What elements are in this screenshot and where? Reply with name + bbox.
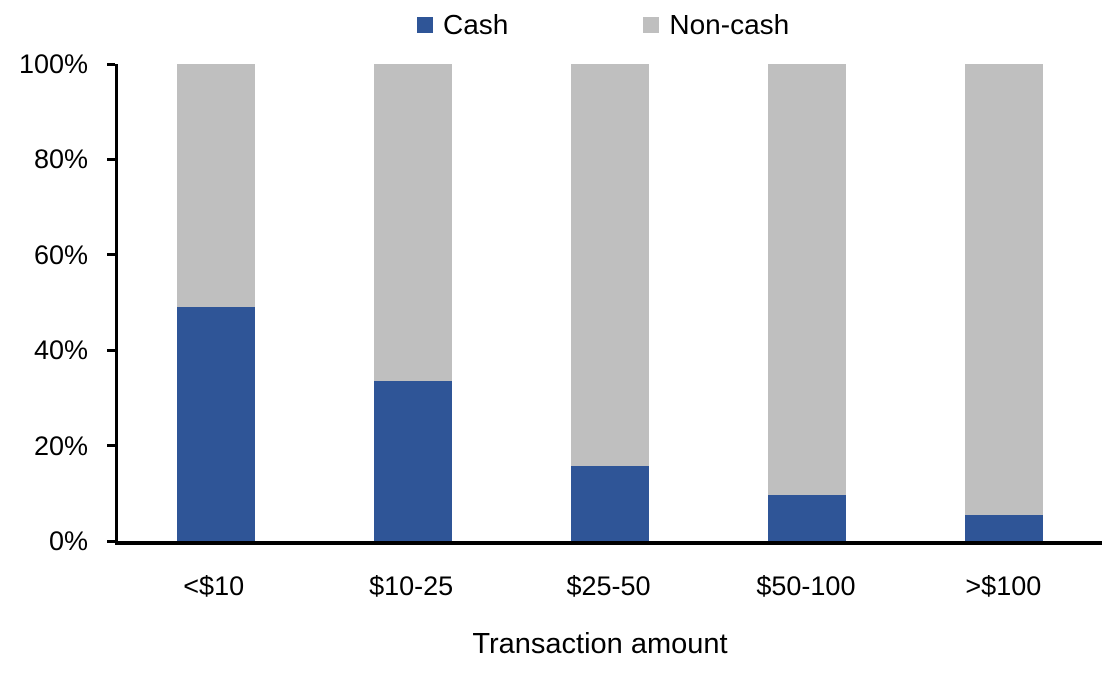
- y-axis-tick: [107, 157, 115, 161]
- y-axis-tick: [107, 348, 115, 352]
- cash-segment: [177, 307, 256, 541]
- x-axis-title: Transaction amount: [472, 628, 728, 660]
- noncash-segment: [767, 64, 846, 495]
- stacked-bar: [964, 64, 1043, 541]
- bars-row: [118, 64, 1102, 541]
- y-tick-label: 60%: [33, 239, 88, 270]
- noncash-segment: [374, 64, 453, 382]
- cash-segment: [374, 381, 453, 541]
- bar-slot: [118, 64, 315, 541]
- x-tick-label: >$100: [965, 571, 1042, 601]
- x-tick-label: $50-100: [756, 571, 856, 601]
- cash-segment: [964, 514, 1043, 541]
- y-tick-label: 0%: [48, 526, 88, 556]
- legend: Cash Non-cash: [417, 8, 789, 42]
- noncash-segment: [177, 64, 256, 308]
- y-axis-tick: [107, 444, 115, 448]
- bar-slot: [905, 64, 1102, 541]
- stacked-bar: [570, 64, 649, 541]
- noncash-segment: [964, 64, 1043, 515]
- cash-segment: [767, 494, 846, 541]
- y-tick-label: 20%: [33, 430, 88, 461]
- x-axis-labels: <$10 $10-25 $25-50 $50-100 >$100: [115, 570, 1102, 602]
- bar-slot: [315, 64, 512, 541]
- stacked-bar: [177, 64, 256, 541]
- bar-slot: [708, 64, 905, 541]
- y-tick-label: 80%: [33, 144, 88, 175]
- y-axis-tick: [107, 539, 115, 543]
- y-axis-tick: [107, 62, 115, 66]
- bar-slot: [512, 64, 709, 541]
- cash-swatch-icon: [417, 17, 433, 33]
- y-tick-label: 40%: [33, 335, 88, 366]
- x-tick-label: $25-50: [566, 571, 651, 601]
- stacked-bar: [374, 64, 453, 541]
- plot-area: [107, 62, 1102, 545]
- legend-item-noncash: Non-cash: [643, 8, 789, 42]
- x-tick-label: <$10: [183, 571, 245, 601]
- cash-legend-label: Cash: [443, 9, 509, 40]
- stacked-bar: [767, 64, 846, 541]
- y-tick-label: 100%: [18, 49, 88, 79]
- noncash-swatch-icon: [643, 17, 660, 33]
- y-axis-tick: [107, 253, 115, 257]
- noncash-legend-label: Non-cash: [669, 9, 790, 40]
- legend-item-cash: Cash: [417, 8, 508, 42]
- x-tick-label: $10-25: [369, 571, 454, 601]
- cash-segment: [570, 466, 649, 541]
- noncash-segment: [570, 64, 649, 467]
